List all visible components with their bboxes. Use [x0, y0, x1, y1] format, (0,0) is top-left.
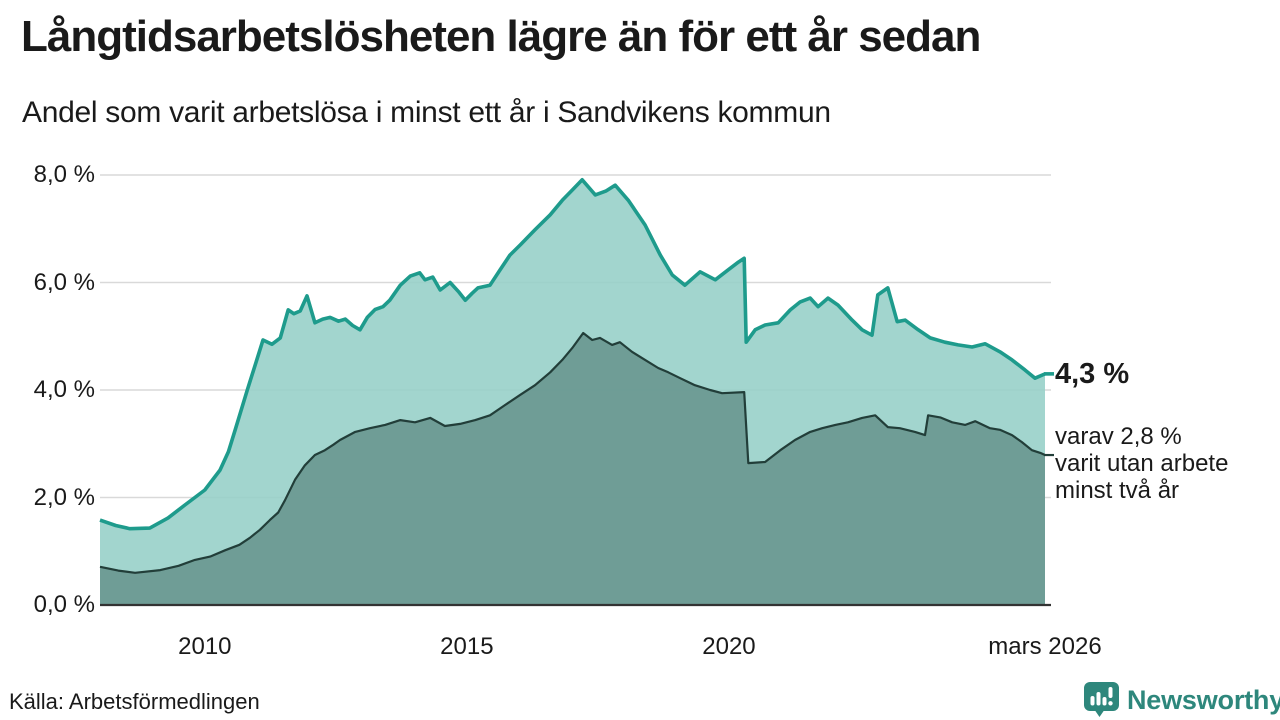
- note-line: minst två år: [1055, 477, 1180, 504]
- note-line: varit utan arbete: [1055, 450, 1229, 477]
- page-title: Långtidsarbetslösheten lägre än för ett …: [21, 12, 981, 61]
- latest-value-label: 4,3 %: [1055, 358, 1130, 390]
- source-credit: Källa: Arbetsförmedlingen: [9, 689, 260, 714]
- page-subtitle: Andel som varit arbetslösa i minst ett å…: [22, 96, 831, 129]
- series-line: [99, 331, 1046, 574]
- newsworthy-logo[interactable]: Newsworthy: [1083, 681, 1280, 719]
- newsworthy-wordmark: Newsworthy: [1127, 685, 1280, 715]
- note-line: varav 2,8 %: [1055, 423, 1182, 450]
- series-area: [100, 333, 1045, 605]
- series-line: [99, 178, 1046, 531]
- newsworthy-bubble-icon: [1084, 682, 1119, 717]
- latest-value-annotation: 4,3 % varav 2,8 % varit utan arbete mins…: [1055, 358, 1275, 504]
- latest-value-note: varav 2,8 % varit utan arbete minst två …: [1055, 423, 1275, 504]
